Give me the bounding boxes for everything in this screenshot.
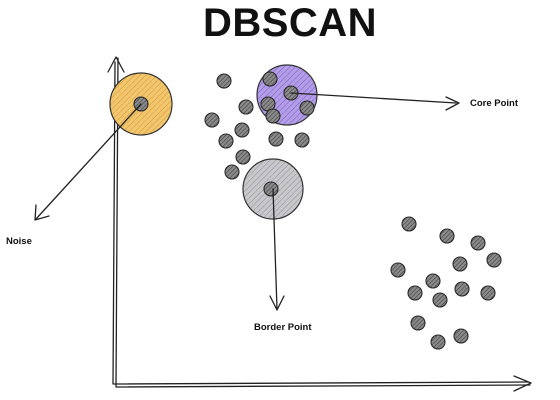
data-point: [204, 112, 220, 128]
data-point: [407, 285, 423, 301]
data-point: [454, 281, 470, 297]
data-point: [480, 285, 496, 301]
noise-arrow: [35, 103, 142, 220]
data-point: [452, 256, 468, 272]
border-arrow: [272, 188, 278, 310]
diagram-title: DBSCAN: [203, 1, 377, 45]
border-point-label: Border Point: [254, 322, 312, 333]
y-axis-arrowhead: [107, 56, 125, 73]
data-point: [235, 149, 251, 165]
data-point: [430, 334, 446, 350]
data-point: [439, 228, 455, 244]
noise-label: Noise: [6, 236, 32, 247]
data-point: [238, 99, 254, 115]
core-point-label: Core Point: [470, 98, 519, 109]
data-point: [294, 132, 310, 148]
data-point: [425, 273, 441, 289]
data-point: [390, 262, 406, 278]
data-point: [265, 108, 281, 124]
data-point: [224, 164, 240, 180]
border-point: [263, 181, 279, 197]
data-points: [133, 71, 502, 350]
core-arrow: [290, 92, 457, 104]
data-point: [216, 73, 232, 89]
x-axis-arrowhead: [513, 375, 532, 392]
data-point: [401, 216, 417, 232]
data-point: [262, 71, 278, 87]
data-point: [410, 315, 426, 331]
data-point: [299, 100, 315, 116]
data-point: [218, 133, 234, 149]
arrows: [34, 92, 460, 311]
data-point: [432, 292, 448, 308]
x-axis: [113, 381, 529, 385]
data-point: [234, 122, 250, 138]
data-point: [486, 252, 502, 268]
data-point: [268, 131, 284, 147]
data-point: [470, 235, 486, 251]
data-point: [453, 328, 469, 344]
